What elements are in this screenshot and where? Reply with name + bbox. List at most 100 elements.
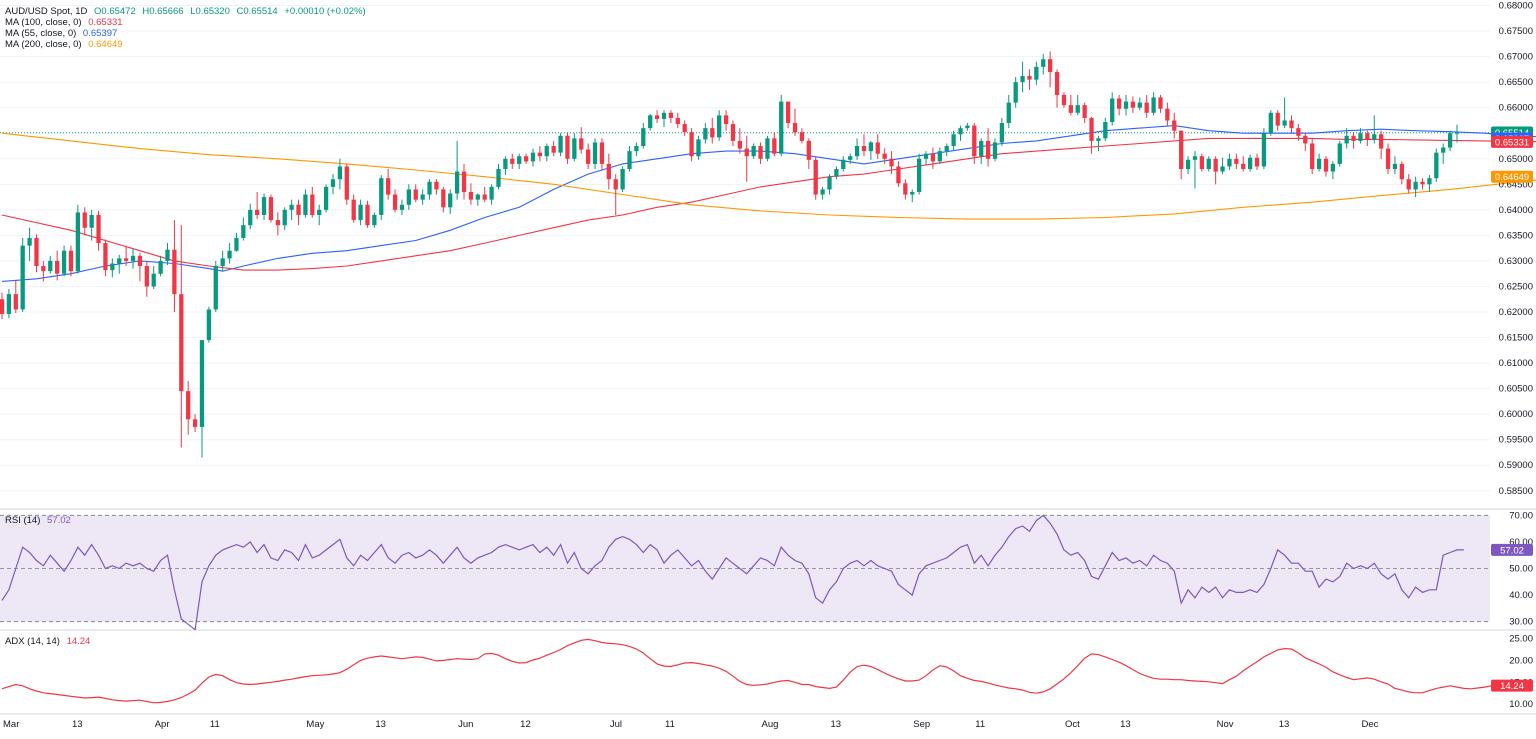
candle-body (854, 146, 860, 157)
candle-body (627, 151, 632, 169)
candle-body (179, 294, 184, 392)
candle-body (551, 146, 556, 153)
candle-body (248, 209, 253, 226)
candle-body (558, 135, 563, 153)
candle-body (530, 152, 536, 162)
candle-body (765, 138, 770, 159)
candle-body (55, 260, 60, 274)
candle-body (1316, 158, 1322, 169)
rsi-tick-label: 50.00 (1509, 564, 1533, 575)
candle-body (606, 163, 611, 180)
candle-body (599, 142, 605, 164)
candle-body (1247, 157, 1253, 169)
date-tick-label: Nov (1217, 719, 1234, 730)
adx-legend[interactable]: ADX (14, 14) 14.24 (5, 636, 90, 647)
price-tick-label: 0.68000 (1499, 1, 1533, 12)
candle-body (827, 176, 832, 190)
candle-body (296, 204, 301, 215)
candle-body (944, 146, 949, 152)
candle-body (1344, 135, 1349, 144)
candle-body (344, 166, 349, 200)
candle-body (930, 153, 936, 162)
rsi-tick-label: 30.00 (1509, 617, 1533, 628)
candle-body (165, 249, 170, 261)
candle-body (972, 125, 977, 157)
candle-body (1089, 117, 1094, 141)
candle-body (103, 243, 108, 271)
candle-body (1227, 158, 1232, 167)
low-value: L0.65320 (190, 6, 230, 17)
candle-body (1130, 101, 1136, 108)
candle-body (1434, 152, 1439, 179)
candle-body (634, 146, 639, 152)
date-tick-label: Jun (458, 719, 473, 730)
candle-body (1358, 133, 1363, 141)
candle-body (1075, 105, 1080, 113)
candle-body (792, 123, 798, 133)
candle-body (1185, 159, 1191, 169)
candle-body (1061, 94, 1067, 106)
adx-value: 14.24 (66, 636, 91, 647)
candle-body (951, 134, 956, 147)
candle-body (999, 123, 1005, 143)
adx-pill-label: 14.24 (1500, 681, 1524, 692)
candle-body (1372, 134, 1377, 140)
candle-body (1013, 82, 1018, 103)
candle-body (641, 128, 646, 147)
adx-line (1, 638, 1492, 704)
candle-body (1172, 120, 1177, 131)
adx-tick-label: 20.00 (1509, 655, 1533, 666)
ma100-legend[interactable]: MA (100, close, 0) 0.65331 (5, 17, 123, 28)
candle-body (1054, 71, 1060, 95)
date-tick-label: 13 (1120, 719, 1131, 730)
candle-body (1392, 163, 1398, 169)
date-tick-label: 13 (830, 719, 841, 730)
date-tick-label: 11 (665, 719, 675, 730)
candle-body (172, 249, 177, 295)
candle-body (89, 214, 94, 228)
candle-body (1020, 76, 1025, 83)
candle-body (585, 149, 591, 164)
ohlc-legend: AUD/USD Spot, 1D O0.65472 H0.65666 L0.65… (5, 6, 366, 17)
ma55-label: MA (55, close, 0) (5, 28, 77, 39)
price-tick-label: 0.63500 (1499, 230, 1533, 241)
price-tick-label: 0.60000 (1499, 409, 1533, 420)
rsi-tick-label: 40.00 (1509, 590, 1533, 601)
candle-body (1447, 133, 1453, 148)
candle-body (130, 255, 136, 261)
price-tick-label: 0.59000 (1499, 460, 1533, 471)
ma200-legend[interactable]: MA (200, close, 0) 0.64649 (5, 39, 123, 50)
symbol-label[interactable]: AUD/USD Spot, 1D (5, 6, 88, 17)
rsi-legend[interactable]: RSI (14) 57.02 (5, 515, 71, 526)
candle-body (820, 189, 825, 195)
candle-body (13, 294, 18, 310)
ma55-legend[interactable]: MA (55, close, 0) 0.65397 (5, 28, 117, 39)
candle-body (544, 146, 549, 157)
candle-body (123, 258, 129, 261)
candle-body (806, 140, 811, 160)
candle-body (206, 309, 212, 341)
candle-body (96, 214, 101, 244)
candle-body (985, 140, 991, 159)
price-tick-label: 0.62500 (1499, 281, 1533, 292)
candle-body (1116, 98, 1122, 109)
candle-body (475, 194, 480, 200)
price-tick-label: 0.65000 (1499, 154, 1533, 165)
candle-body (275, 220, 280, 226)
candle-body (613, 179, 618, 190)
candle-body (517, 156, 522, 164)
candle-body (1068, 105, 1073, 113)
candle-body (1096, 138, 1101, 141)
candle-body (648, 115, 653, 129)
candle-body (1351, 135, 1356, 141)
candle-body (717, 115, 722, 138)
candle-body (358, 204, 363, 221)
candle-body (682, 124, 687, 133)
candle-body (910, 191, 915, 195)
candle-body (420, 194, 425, 200)
candle-body (1206, 158, 1211, 169)
date-tick-label: Oct (1065, 719, 1080, 730)
date-tick-label: Aug (762, 719, 779, 730)
